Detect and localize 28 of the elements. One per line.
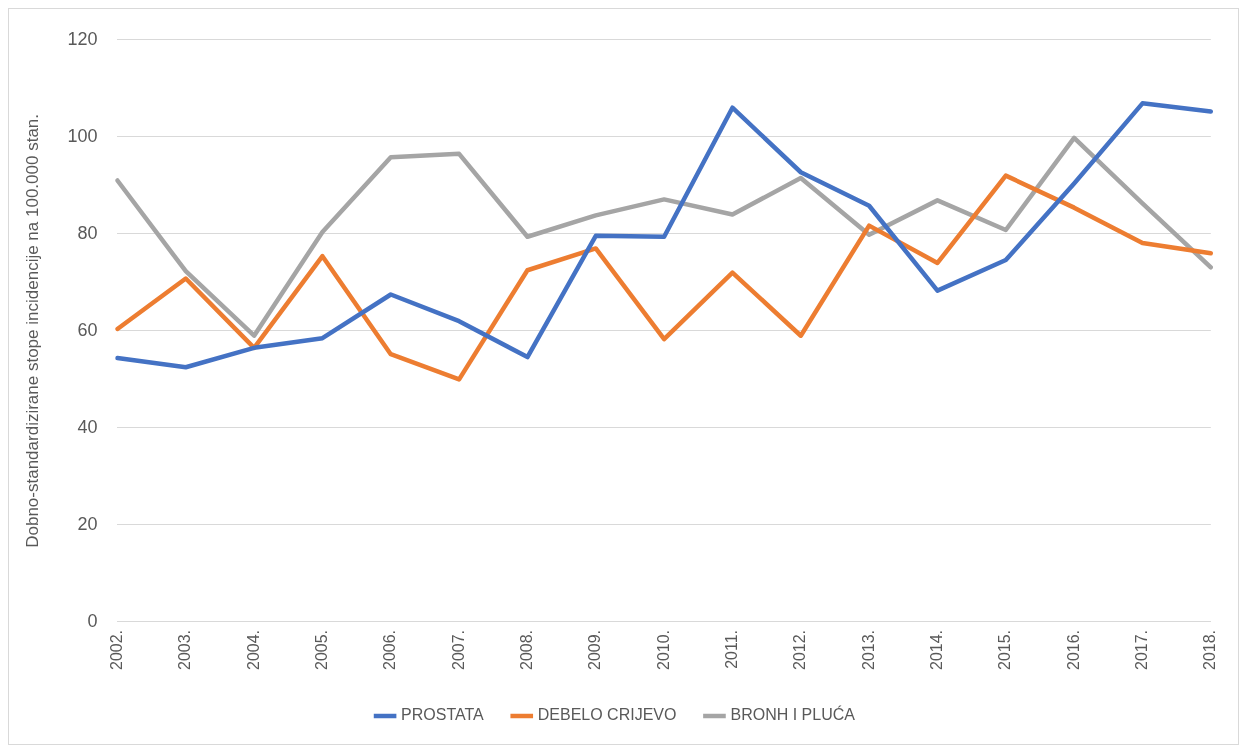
x-tick-label: 2010. xyxy=(654,629,672,671)
x-tick-label: 2017. xyxy=(1132,629,1150,671)
x-tick-label: 2011. xyxy=(722,629,740,669)
y-tick-label: 120 xyxy=(67,28,98,49)
legend-label: BRONH I PLUĆA xyxy=(730,705,856,724)
y-axis-title: Dobno-standardizirane stope incidencije na 100.000 stan. xyxy=(22,113,42,548)
y-tick-label: 100 xyxy=(67,125,98,146)
y-tick-label: 40 xyxy=(77,416,98,437)
legend-label: PROSTATA xyxy=(401,706,485,724)
x-tick-label: 2012. xyxy=(791,629,809,671)
x-tick-label: 2005. xyxy=(312,629,330,671)
y-tick-label: 0 xyxy=(87,610,98,631)
x-tick-label: 2006. xyxy=(381,629,399,671)
y-tick-label: 60 xyxy=(77,319,98,340)
x-tick-label: 2016. xyxy=(1064,629,1082,671)
x-tick-label: 2009. xyxy=(586,629,604,671)
x-tick-label: 2008. xyxy=(517,629,535,671)
y-tick-label: 80 xyxy=(77,222,98,243)
x-tick-label: 2007. xyxy=(449,629,467,671)
x-tick-label: 2002. xyxy=(107,629,125,671)
x-tick-label: 2018. xyxy=(1201,629,1219,671)
y-tick-label: 20 xyxy=(77,513,98,534)
legend-label: DEBELO CRIJEVO xyxy=(537,706,677,724)
x-tick-label: 2014. xyxy=(927,629,945,671)
x-tick-label: 2015. xyxy=(996,629,1014,671)
x-tick-label: 2013. xyxy=(859,629,877,671)
x-tick-label: 2003. xyxy=(176,629,194,671)
x-tick-label: 2004. xyxy=(244,629,262,671)
